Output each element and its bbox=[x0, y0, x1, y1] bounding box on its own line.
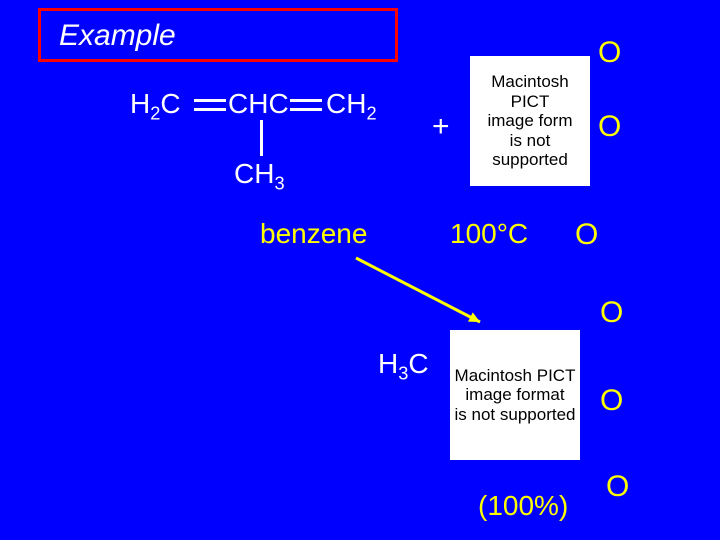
oxygen-label-1: O bbox=[598, 36, 621, 70]
oxygen-label-4: O bbox=[600, 296, 623, 330]
oxygen-label-3: O bbox=[575, 218, 598, 252]
product-h3c: H3C bbox=[378, 348, 429, 385]
yield-label: (100%) bbox=[478, 490, 568, 522]
oxygen-label-2: O bbox=[598, 110, 621, 144]
oxygen-label-6: O bbox=[606, 470, 629, 504]
reaction-arrow bbox=[0, 0, 720, 540]
oxygen-label-5: O bbox=[600, 384, 623, 418]
